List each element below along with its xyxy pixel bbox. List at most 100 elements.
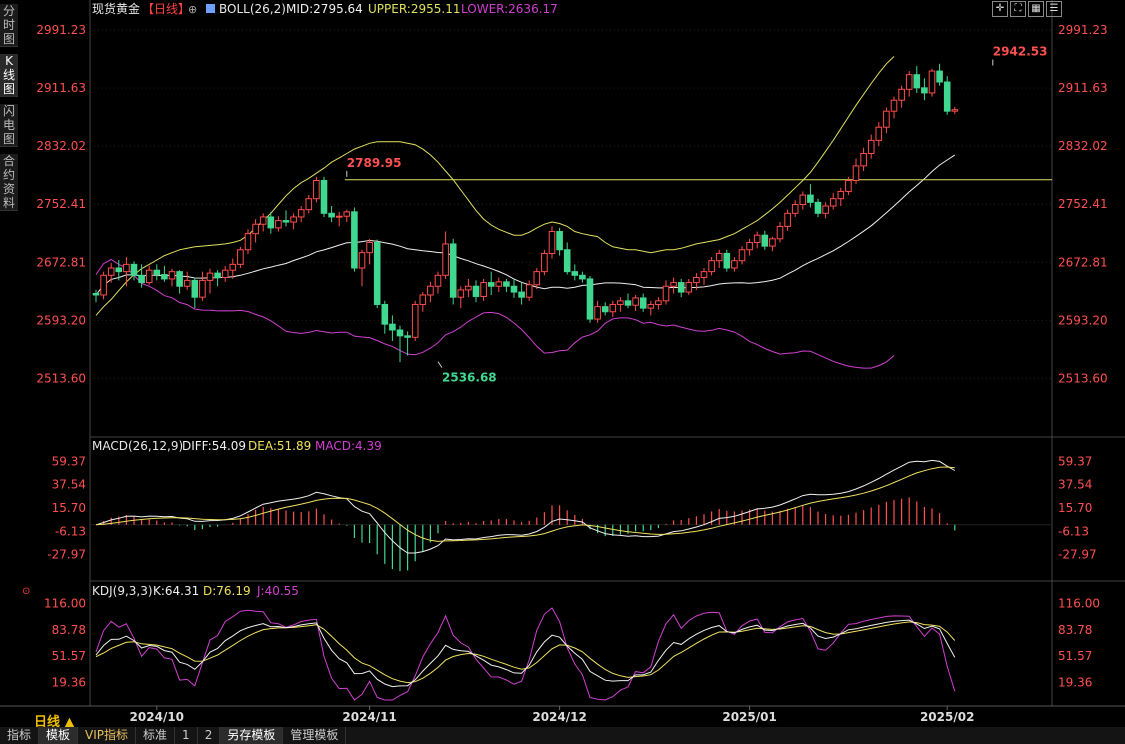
macd-tick-right: 37.54 [1058, 478, 1092, 492]
kdj-tick-right: 19.36 [1058, 676, 1092, 690]
header-upper: UPPER:2955.11 [368, 2, 460, 16]
price-annotation: 2536.68 [442, 371, 497, 385]
candle [822, 205, 829, 214]
candle [107, 267, 115, 276]
candlestick-panel[interactable]: 2789.95 2536.68 2942.53 [92, 45, 1052, 385]
candle [670, 282, 677, 287]
candle [936, 70, 943, 83]
crosshair-icon[interactable]: ✛ [992, 1, 1008, 17]
gear-icon[interactable]: ⊕ [188, 3, 197, 16]
settings-icon[interactable]: ☰ [1046, 1, 1062, 17]
header-period: 【日线】 [142, 2, 190, 16]
price-tick-right: 2513.60 [1058, 371, 1108, 385]
price-tick-left: 2911.63 [36, 81, 86, 95]
candle [571, 271, 579, 276]
candle [282, 220, 290, 223]
candle [898, 88, 905, 101]
header-mid: MID:2795.64 [286, 2, 363, 16]
kdj-panel[interactable] [95, 607, 956, 701]
candle [723, 252, 731, 269]
axis-labels: 2991.23 2991.23 2911.63 2911.63 2832.02 2832.… [36, 23, 1107, 724]
candle [130, 263, 138, 276]
fullscreen-icon[interactable]: ⛶ [1010, 1, 1026, 17]
candle [639, 297, 647, 309]
date-tick-label: 2025/01 [722, 710, 776, 724]
candle [259, 216, 267, 225]
kdj-j-line [95, 607, 956, 701]
chart-frame [0, 0, 1125, 707]
candle [275, 220, 282, 229]
kdj-tick-right: 83.78 [1058, 623, 1092, 637]
kdj-settings-icon[interactable]: ⊙ [22, 586, 30, 597]
candle [313, 179, 320, 200]
tab-flash-chart[interactable]: 闪电图 [0, 104, 18, 147]
candle [662, 285, 670, 302]
kdj-tick-left: 116.00 [44, 597, 86, 611]
grid-icon[interactable]: ▦ [1028, 1, 1044, 17]
macd-diff-line [95, 459, 956, 554]
candle [746, 241, 753, 251]
price-tick-left: 2832.02 [36, 139, 86, 153]
candle [685, 282, 693, 293]
candle [883, 110, 890, 128]
macd-tick-left: -27.97 [47, 548, 86, 562]
candle [867, 139, 875, 154]
tab-two[interactable]: 2 [198, 727, 221, 744]
candle [761, 234, 769, 247]
candle [776, 225, 784, 240]
price-tick-right: 2593.20 [1058, 313, 1108, 327]
candle [951, 109, 959, 112]
candle [457, 289, 465, 298]
tab-standard[interactable]: 标准 [136, 727, 176, 744]
tab-manage-templates[interactable]: 管理模板 [283, 727, 347, 744]
candle [297, 209, 305, 218]
candle [594, 306, 601, 320]
macd-panel[interactable] [90, 459, 1052, 572]
candle [153, 269, 161, 276]
candle [168, 271, 176, 280]
candle [753, 234, 761, 243]
price-tick-left: 2513.60 [36, 371, 86, 385]
kdj-k: K:64.31 [153, 584, 199, 598]
tab-one[interactable]: 1 [175, 727, 198, 744]
price-tick-right: 2832.02 [1058, 139, 1108, 153]
price-tick-left: 2593.20 [36, 313, 86, 327]
candle [373, 241, 381, 305]
header-lower: LOWER:2636.17 [461, 2, 558, 16]
annotation-pointer [437, 361, 443, 368]
price-annotation: 2942.53 [993, 45, 1048, 59]
tab-indicators[interactable]: 指标 [0, 727, 40, 744]
macd-tick-right: -27.97 [1058, 548, 1097, 562]
tab-templates[interactable]: 模板 [39, 727, 79, 744]
tab-vip-indicators[interactable]: VIP指标 [78, 727, 137, 744]
candle [845, 179, 852, 192]
macd-tick-left: 59.37 [52, 454, 86, 468]
candle [191, 279, 199, 298]
boll-mid-line [95, 154, 956, 296]
grid-lines [90, 29, 1052, 379]
macd-tick-left: -6.13 [55, 524, 86, 538]
candle [244, 233, 252, 251]
candle [814, 201, 822, 214]
candle [533, 271, 541, 286]
candle [145, 269, 153, 284]
candle [586, 278, 594, 320]
candle [624, 300, 632, 306]
tab-time-chart[interactable]: 分时图 [0, 4, 18, 47]
candle [411, 303, 419, 338]
candle [465, 285, 472, 291]
candle [655, 300, 662, 305]
candle [252, 223, 259, 235]
date-tick-label: 2024/10 [130, 710, 184, 724]
tab-save-template[interactable]: 另存模板 [220, 727, 284, 744]
tab-kline-chart[interactable]: K线图 [0, 54, 18, 97]
candle [472, 285, 480, 297]
candle [123, 263, 130, 273]
candle [206, 272, 214, 281]
chart-canvas[interactable]: 2789.95 2536.68 2942.53 2991.23 2991.23 2911… [0, 0, 1125, 727]
candle [138, 274, 145, 284]
candle [601, 306, 609, 313]
period-selector[interactable]: 日线 ▲ [34, 715, 75, 730]
tab-contract-info[interactable]: 合约资料 [0, 154, 18, 211]
candle [404, 335, 411, 338]
